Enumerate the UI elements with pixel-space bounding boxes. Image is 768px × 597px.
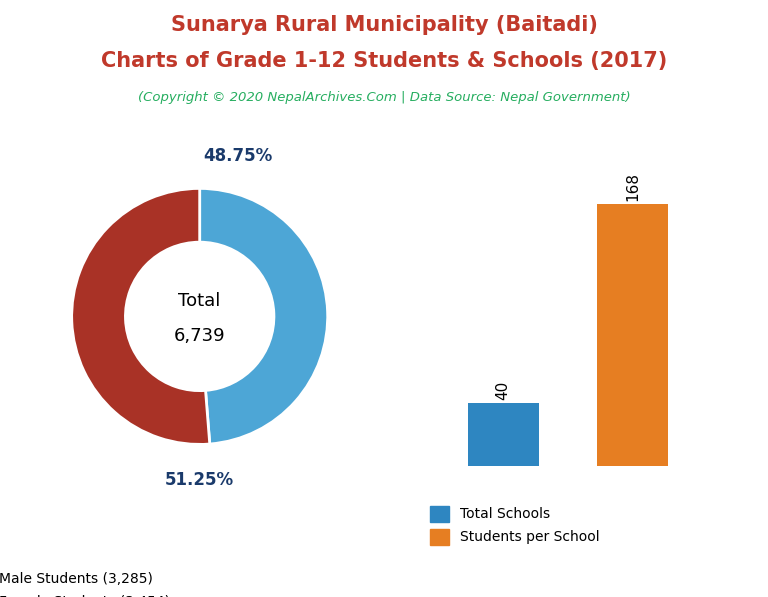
- Text: 6,739: 6,739: [174, 327, 226, 344]
- Text: 48.75%: 48.75%: [204, 147, 273, 165]
- Legend: Male Students (3,285), Female Students (3,454): Male Students (3,285), Female Students (…: [0, 570, 170, 597]
- Bar: [597, 204, 668, 466]
- Text: Charts of Grade 1-12 Students & Schools (2017): Charts of Grade 1-12 Students & Schools …: [101, 51, 667, 71]
- Text: Total: Total: [178, 292, 221, 310]
- Text: 40: 40: [495, 381, 511, 401]
- Text: (Copyright © 2020 NepalArchives.Com | Data Source: Nepal Government): (Copyright © 2020 NepalArchives.Com | Da…: [137, 91, 631, 104]
- Wedge shape: [71, 189, 210, 444]
- Text: 168: 168: [625, 173, 640, 201]
- Text: Sunarya Rural Municipality (Baitadi): Sunarya Rural Municipality (Baitadi): [170, 15, 598, 35]
- Text: 51.25%: 51.25%: [165, 471, 234, 490]
- Legend: Total Schools, Students per School: Total Schools, Students per School: [424, 500, 605, 550]
- Bar: [468, 404, 539, 466]
- Wedge shape: [200, 189, 328, 444]
